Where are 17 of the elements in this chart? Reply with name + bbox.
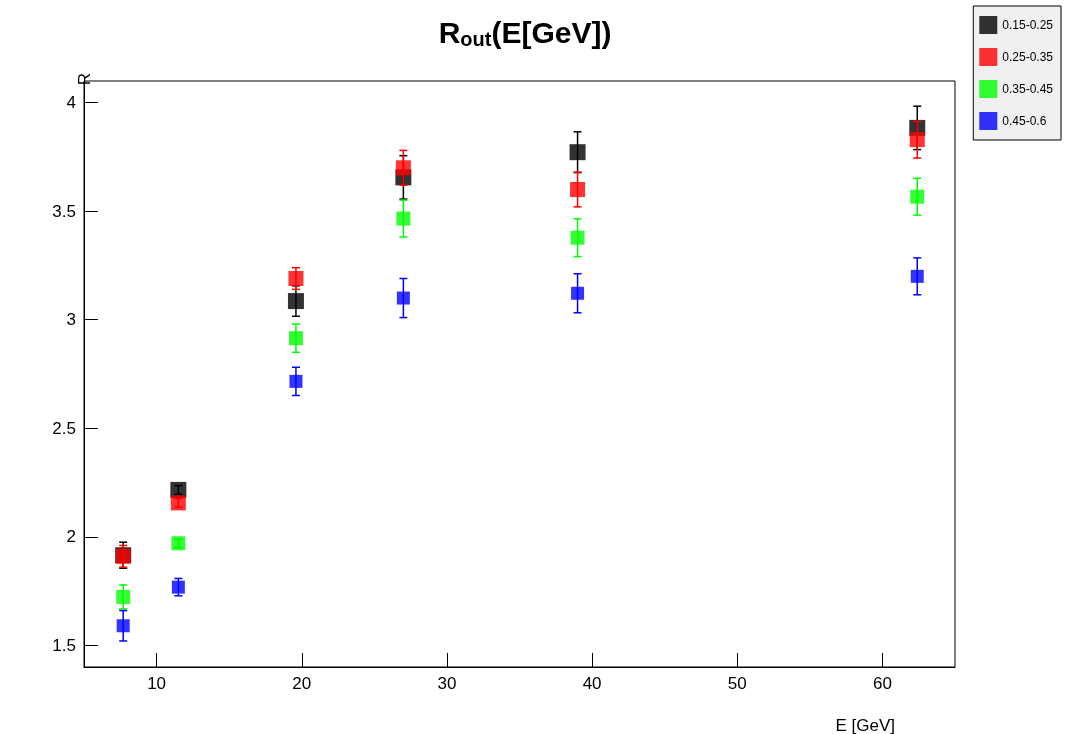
x-tick-label: 20 bbox=[292, 674, 312, 693]
y-tick-label: 3.5 bbox=[52, 201, 76, 221]
y-tick-label: 2 bbox=[66, 527, 76, 547]
y-tick-label: 1.5 bbox=[52, 635, 76, 655]
legend-label: 0.35-0.45 bbox=[1002, 82, 1054, 96]
y-tick-label: 3 bbox=[66, 310, 76, 330]
x-axis-title: E [GeV] bbox=[835, 716, 895, 734]
y-tick-label: 2.5 bbox=[52, 418, 76, 438]
y-tick-label: 4 bbox=[66, 93, 76, 113]
x-tick-label: 40 bbox=[582, 674, 602, 693]
x-tick-label: 10 bbox=[147, 674, 167, 693]
x-tick-label: 30 bbox=[437, 674, 457, 693]
x-tick-label: 60 bbox=[872, 674, 892, 693]
legend-label: 0.25-0.35 bbox=[1002, 50, 1054, 64]
legend-label: 0.15-0.25 bbox=[1002, 18, 1054, 32]
legend-label: 0.45-0.6 bbox=[1002, 114, 1047, 128]
x-tick-label: 50 bbox=[727, 674, 747, 693]
